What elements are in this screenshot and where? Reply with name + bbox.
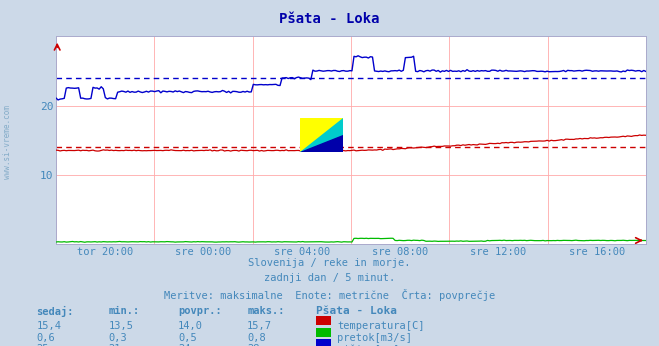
- Text: pretok[m3/s]: pretok[m3/s]: [337, 333, 413, 343]
- Text: 0,8: 0,8: [247, 333, 266, 343]
- Text: 21: 21: [109, 344, 121, 346]
- Text: Pšata - Loka: Pšata - Loka: [279, 12, 380, 26]
- Text: sedaj:: sedaj:: [36, 306, 74, 317]
- Text: 13,5: 13,5: [109, 321, 134, 331]
- Text: 14,0: 14,0: [178, 321, 203, 331]
- Text: 15,4: 15,4: [36, 321, 61, 331]
- Text: 15,7: 15,7: [247, 321, 272, 331]
- Text: maks.:: maks.:: [247, 306, 285, 316]
- Text: 28: 28: [247, 344, 260, 346]
- Text: temperatura[C]: temperatura[C]: [337, 321, 425, 331]
- Text: višina[cm]: višina[cm]: [337, 344, 400, 346]
- Text: min.:: min.:: [109, 306, 140, 316]
- Polygon shape: [300, 135, 343, 152]
- Text: Pšata - Loka: Pšata - Loka: [316, 306, 397, 316]
- Polygon shape: [300, 118, 343, 152]
- Text: Meritve: maksimalne  Enote: metrične  Črta: povprečje: Meritve: maksimalne Enote: metrične Črta…: [164, 289, 495, 301]
- Text: 24: 24: [178, 344, 190, 346]
- Text: www.si-vreme.com: www.si-vreme.com: [3, 105, 13, 179]
- Text: povpr.:: povpr.:: [178, 306, 221, 316]
- Polygon shape: [300, 118, 343, 152]
- Text: Slovenija / reke in morje.: Slovenija / reke in morje.: [248, 258, 411, 268]
- Text: 25: 25: [36, 344, 49, 346]
- Text: zadnji dan / 5 minut.: zadnji dan / 5 minut.: [264, 273, 395, 283]
- Text: 0,3: 0,3: [109, 333, 127, 343]
- Text: 0,5: 0,5: [178, 333, 196, 343]
- Text: 0,6: 0,6: [36, 333, 55, 343]
